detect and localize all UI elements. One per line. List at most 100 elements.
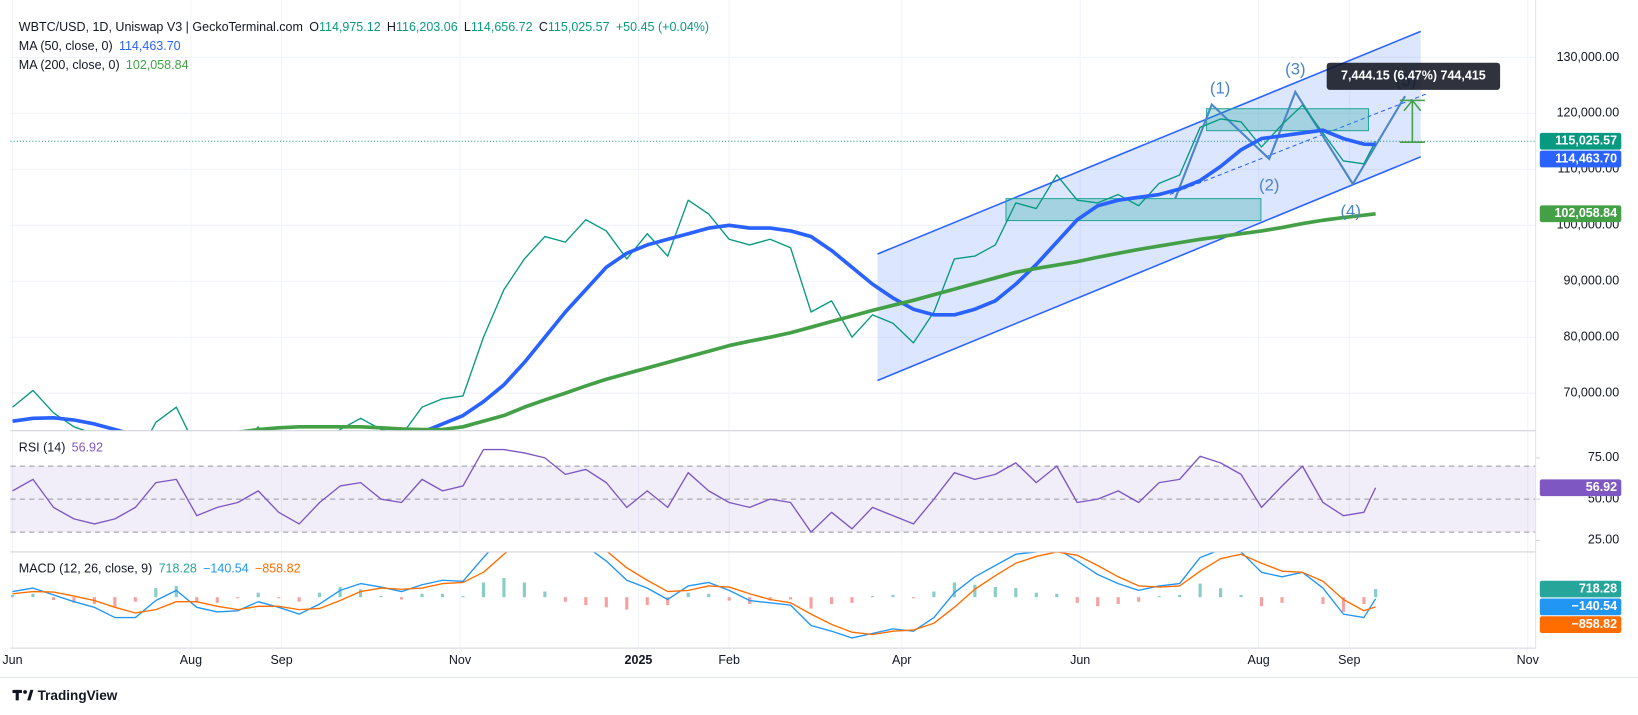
legend-ohlc-key: H [387,21,396,35]
histogram-bar [584,597,588,606]
legend: MA (200, close, 0) 102,058.84 [19,58,189,72]
legend-ohlc-value: 114,656.72 [471,21,533,35]
histogram-bar [1096,597,1100,607]
x-tick-label: Sep [270,653,292,667]
axis-badge [1539,580,1622,598]
y-tick-label: 120,000.00 [1557,106,1620,120]
legend: MACD (12, 26, close, 9) 718.28 −140.54 −858… [19,562,301,576]
logo-part [27,689,34,701]
histogram-bar [932,591,936,598]
histogram-bar [236,597,240,599]
histogram-bar [318,592,322,598]
histogram-bar [543,591,547,598]
wave-label: (3) [1285,59,1305,78]
histogram-bar [154,588,158,598]
legend-series-value: 102,058.84 [126,58,189,72]
legend-title: MACD (12, 26, close, 9) [19,562,153,576]
measure-box [1326,62,1501,90]
legend: WBTC/USD, 1D, Uniswap V3 | GeckoTerminal… [19,21,709,35]
histogram-bar [993,587,997,598]
histogram-bar [1137,597,1141,602]
histogram-bar [604,597,608,608]
brand-logo [12,689,34,701]
histogram-bar [809,597,813,609]
histogram-bar [789,597,793,600]
histogram-bar [522,582,526,598]
histogram-bar [727,597,731,601]
legend-series-value: 114,463.70 [119,39,181,53]
legend: RSI (14) 56.92 [19,441,103,455]
wave-label: (2) [1259,175,1279,194]
histogram-bar [891,594,895,598]
price-line [12,104,1377,431]
histogram-bar [850,597,854,603]
legend-series-value: 56.92 [72,441,103,455]
histogram-bar [399,597,404,600]
legend-title: RSI (14) [19,441,66,455]
histogram-bar [338,587,342,598]
histogram-bar [973,584,977,598]
histogram-bar [420,593,424,598]
histogram-bar [563,597,567,602]
axis-badge-label: 114,463.70 [1555,151,1617,165]
axis-badge-label: −140.54 [1572,599,1618,613]
histogram-bar [1362,597,1366,604]
x-tick-label: Sep [1338,653,1360,667]
histogram-bar [911,597,916,599]
x-tick-label: 2025 [625,653,653,667]
measure-label: 7,444.15 (6.47%) 744,415 [1341,69,1486,83]
axis-badge [1539,150,1622,168]
indicator-line [12,448,1377,533]
x-tick-label: Aug [180,653,202,667]
histogram-bar [1075,597,1079,603]
axis-badge [1539,598,1622,616]
x-tick-label: Feb [718,653,740,667]
histogram-bar [133,597,137,602]
logo-part [23,690,27,694]
x-tick-label: Jun [1070,653,1090,667]
histogram-bar [1341,597,1346,612]
axis-badge-label: 718.28 [1579,581,1617,595]
histogram-bar [461,596,465,598]
axis-badge [1539,132,1622,150]
histogram-bar [1157,596,1161,598]
histogram-bar [1280,597,1284,603]
legend-ohlc-value: 114,975.12 [319,21,381,35]
histogram-bar [645,597,649,606]
histogram-bar [1178,594,1182,598]
legend-ohlc-key: C [539,21,548,35]
indicator-line [236,211,1376,431]
wave-path [1174,89,1406,199]
histogram-bar [72,597,76,603]
histogram-bar [707,593,711,598]
legend-change: +50.45 (+0.04%) [616,21,709,35]
histogram-bar [359,589,363,598]
wave-label: (4) [1341,202,1361,221]
y-tick-label: 130,000.00 [1557,50,1620,64]
y-tick-label: 80,000.00 [1564,330,1620,344]
indicator-line [12,128,1376,431]
histogram-bar [502,577,506,598]
histogram-bar [31,593,35,598]
histogram-bar [440,593,445,598]
histogram-bar [10,594,15,598]
y-tick-label: 90,000.00 [1564,274,1620,288]
axis-badge [1539,205,1622,223]
indicator-line [12,551,1376,636]
pane-plots [10,551,1378,639]
legend-symbol: WBTC/USD, 1D, Uniswap V3 | GeckoTerminal… [19,21,303,35]
histogram-bar [666,597,670,606]
x-tick-label: Aug [1247,653,1269,667]
logo-part [15,689,19,701]
legend-ohlc-value: 115,025.57 [548,21,610,35]
x-tick-label: Nov [449,653,472,667]
axis-badge-label: 102,058.84 [1554,206,1617,220]
legend-series-name: MA (200, close, 0) [19,58,120,72]
channel-mid [1169,93,1427,195]
histogram-bar [51,597,56,601]
histogram-bar [1259,597,1264,607]
histogram-bar [829,597,834,604]
